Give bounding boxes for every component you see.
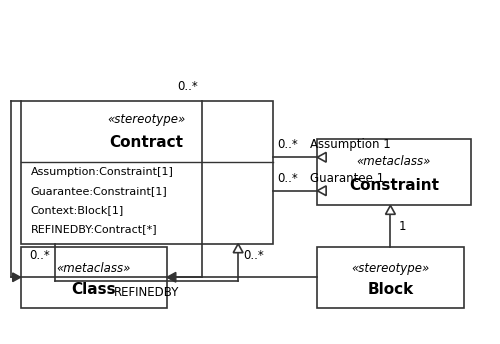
Text: «metaclass»: «metaclass» bbox=[356, 155, 431, 169]
Bar bbox=[20, 247, 167, 308]
Text: Block: Block bbox=[368, 282, 414, 297]
Text: Constraint: Constraint bbox=[349, 178, 439, 193]
Text: REFINEDBY: REFINEDBY bbox=[114, 286, 180, 299]
Text: REFINEDBY:Contract[*]: REFINEDBY:Contract[*] bbox=[30, 224, 157, 234]
Text: Guarantee 1: Guarantee 1 bbox=[310, 172, 384, 185]
Text: 0..*: 0..* bbox=[30, 249, 50, 262]
Polygon shape bbox=[386, 205, 396, 214]
Polygon shape bbox=[317, 186, 326, 196]
Text: Class: Class bbox=[72, 282, 116, 297]
Text: 0..*: 0..* bbox=[177, 80, 198, 93]
Polygon shape bbox=[317, 152, 326, 162]
Text: Assumption:Constraint[1]: Assumption:Constraint[1] bbox=[30, 166, 174, 177]
Text: Context:Block[1]: Context:Block[1] bbox=[30, 205, 124, 215]
Text: 1: 1 bbox=[398, 219, 406, 233]
Polygon shape bbox=[233, 244, 243, 253]
Text: 0..*: 0..* bbox=[243, 249, 264, 262]
Text: 0..*: 0..* bbox=[278, 172, 298, 185]
Text: «stereotype»: «stereotype» bbox=[352, 262, 430, 275]
Polygon shape bbox=[167, 272, 176, 282]
Text: Assumption 1: Assumption 1 bbox=[310, 138, 391, 151]
Bar bbox=[317, 247, 464, 308]
Text: «stereotype»: «stereotype» bbox=[108, 113, 186, 126]
Polygon shape bbox=[12, 273, 20, 282]
Text: Contract: Contract bbox=[110, 135, 184, 150]
Text: Guarantee:Constraint[1]: Guarantee:Constraint[1] bbox=[30, 186, 167, 196]
Text: 0..*: 0..* bbox=[278, 138, 298, 151]
Text: «metaclass»: «metaclass» bbox=[56, 262, 131, 275]
Bar bbox=[20, 101, 272, 244]
Bar bbox=[317, 139, 470, 205]
